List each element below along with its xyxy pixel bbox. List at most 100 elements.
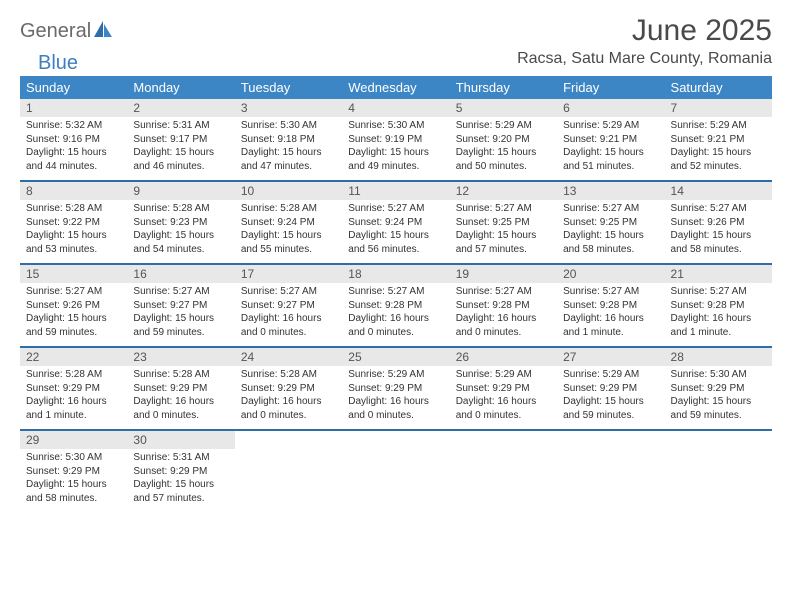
daylight-line1: Daylight: 15 hours (671, 146, 766, 160)
sunrise-text: Sunrise: 5:27 AM (671, 202, 766, 216)
sail-icon (93, 20, 113, 43)
day-number (235, 430, 342, 449)
daylight-line2: and 1 minute. (563, 326, 658, 340)
daylight-line2: and 47 minutes. (241, 160, 336, 174)
daylight-line2: and 0 minutes. (348, 409, 443, 423)
sunset-text: Sunset: 9:16 PM (26, 133, 121, 147)
sunrise-text: Sunrise: 5:30 AM (671, 368, 766, 382)
weekday-header-row: Sunday Monday Tuesday Wednesday Thursday… (20, 76, 772, 99)
daylight-line1: Daylight: 15 hours (671, 229, 766, 243)
daylight-line1: Daylight: 15 hours (133, 478, 228, 492)
day-number: 12 (450, 181, 557, 200)
sunset-text: Sunset: 9:26 PM (671, 216, 766, 230)
day-cell: Sunrise: 5:30 AMSunset: 9:18 PMDaylight:… (235, 117, 342, 181)
day-cell: Sunrise: 5:27 AMSunset: 9:25 PMDaylight:… (450, 200, 557, 264)
sunset-text: Sunset: 9:29 PM (563, 382, 658, 396)
daylight-line1: Daylight: 15 hours (563, 395, 658, 409)
day-number: 5 (450, 99, 557, 117)
daylight-line1: Daylight: 15 hours (26, 229, 121, 243)
sunset-text: Sunset: 9:20 PM (456, 133, 551, 147)
day-number: 15 (20, 264, 127, 283)
sunset-text: Sunset: 9:27 PM (241, 299, 336, 313)
day-number: 17 (235, 264, 342, 283)
sunrise-text: Sunrise: 5:27 AM (348, 285, 443, 299)
daylight-line2: and 54 minutes. (133, 243, 228, 257)
day-number-row: 891011121314 (20, 181, 772, 200)
day-number (450, 430, 557, 449)
sunset-text: Sunset: 9:29 PM (456, 382, 551, 396)
day-cell: Sunrise: 5:29 AMSunset: 9:29 PMDaylight:… (450, 366, 557, 430)
daylight-line2: and 52 minutes. (671, 160, 766, 174)
daylight-line1: Daylight: 15 hours (133, 312, 228, 326)
day-cell (342, 449, 449, 513)
sunset-text: Sunset: 9:28 PM (671, 299, 766, 313)
daylight-line1: Daylight: 15 hours (348, 229, 443, 243)
sunrise-text: Sunrise: 5:29 AM (563, 119, 658, 133)
sunset-text: Sunset: 9:23 PM (133, 216, 228, 230)
day-cell: Sunrise: 5:28 AMSunset: 9:29 PMDaylight:… (127, 366, 234, 430)
day-cell: Sunrise: 5:27 AMSunset: 9:28 PMDaylight:… (450, 283, 557, 347)
sunrise-text: Sunrise: 5:28 AM (241, 368, 336, 382)
sunset-text: Sunset: 9:29 PM (26, 382, 121, 396)
day-cell (665, 449, 772, 513)
sunset-text: Sunset: 9:29 PM (348, 382, 443, 396)
day-number-row: 22232425262728 (20, 347, 772, 366)
day-content-row: Sunrise: 5:32 AMSunset: 9:16 PMDaylight:… (20, 117, 772, 181)
daylight-line1: Daylight: 15 hours (563, 146, 658, 160)
daylight-line2: and 49 minutes. (348, 160, 443, 174)
sunrise-text: Sunrise: 5:29 AM (456, 368, 551, 382)
daylight-line2: and 58 minutes. (563, 243, 658, 257)
sunset-text: Sunset: 9:28 PM (456, 299, 551, 313)
sunrise-text: Sunrise: 5:30 AM (26, 451, 121, 465)
daylight-line1: Daylight: 15 hours (26, 478, 121, 492)
sunset-text: Sunset: 9:29 PM (26, 465, 121, 479)
calendar-table: Sunday Monday Tuesday Wednesday Thursday… (20, 76, 772, 513)
weekday-header: Sunday (20, 76, 127, 99)
day-number: 27 (557, 347, 664, 366)
sunrise-text: Sunrise: 5:27 AM (671, 285, 766, 299)
day-number: 3 (235, 99, 342, 117)
daylight-line1: Daylight: 15 hours (241, 146, 336, 160)
sunset-text: Sunset: 9:27 PM (133, 299, 228, 313)
day-cell: Sunrise: 5:27 AMSunset: 9:26 PMDaylight:… (665, 200, 772, 264)
day-cell: Sunrise: 5:29 AMSunset: 9:29 PMDaylight:… (557, 366, 664, 430)
daylight-line2: and 59 minutes. (133, 326, 228, 340)
sunset-text: Sunset: 9:29 PM (241, 382, 336, 396)
day-number-row: 15161718192021 (20, 264, 772, 283)
day-cell: Sunrise: 5:29 AMSunset: 9:21 PMDaylight:… (665, 117, 772, 181)
day-cell: Sunrise: 5:27 AMSunset: 9:28 PMDaylight:… (665, 283, 772, 347)
day-number: 1 (20, 99, 127, 117)
daylight-line2: and 44 minutes. (26, 160, 121, 174)
daylight-line1: Daylight: 15 hours (26, 146, 121, 160)
sunrise-text: Sunrise: 5:27 AM (348, 202, 443, 216)
daylight-line2: and 59 minutes. (26, 326, 121, 340)
sunrise-text: Sunrise: 5:29 AM (456, 119, 551, 133)
daylight-line1: Daylight: 15 hours (133, 229, 228, 243)
sunrise-text: Sunrise: 5:28 AM (133, 368, 228, 382)
sunrise-text: Sunrise: 5:28 AM (133, 202, 228, 216)
sunset-text: Sunset: 9:19 PM (348, 133, 443, 147)
daylight-line1: Daylight: 16 hours (241, 312, 336, 326)
location-text: Racsa, Satu Mare County, Romania (517, 50, 772, 68)
weekday-header: Friday (557, 76, 664, 99)
day-cell: Sunrise: 5:27 AMSunset: 9:27 PMDaylight:… (127, 283, 234, 347)
day-cell: Sunrise: 5:27 AMSunset: 9:26 PMDaylight:… (20, 283, 127, 347)
sunrise-text: Sunrise: 5:27 AM (563, 202, 658, 216)
day-cell: Sunrise: 5:29 AMSunset: 9:21 PMDaylight:… (557, 117, 664, 181)
daylight-line2: and 58 minutes. (671, 243, 766, 257)
sunrise-text: Sunrise: 5:29 AM (563, 368, 658, 382)
day-cell (450, 449, 557, 513)
daylight-line2: and 0 minutes. (241, 409, 336, 423)
weekday-header: Wednesday (342, 76, 449, 99)
day-content-row: Sunrise: 5:28 AMSunset: 9:29 PMDaylight:… (20, 366, 772, 430)
day-cell (557, 449, 664, 513)
daylight-line1: Daylight: 16 hours (26, 395, 121, 409)
day-number: 8 (20, 181, 127, 200)
day-cell: Sunrise: 5:27 AMSunset: 9:25 PMDaylight:… (557, 200, 664, 264)
daylight-line2: and 0 minutes. (456, 409, 551, 423)
daylight-line2: and 58 minutes. (26, 492, 121, 506)
daylight-line2: and 46 minutes. (133, 160, 228, 174)
daylight-line2: and 0 minutes. (133, 409, 228, 423)
sunrise-text: Sunrise: 5:31 AM (133, 451, 228, 465)
day-number: 6 (557, 99, 664, 117)
